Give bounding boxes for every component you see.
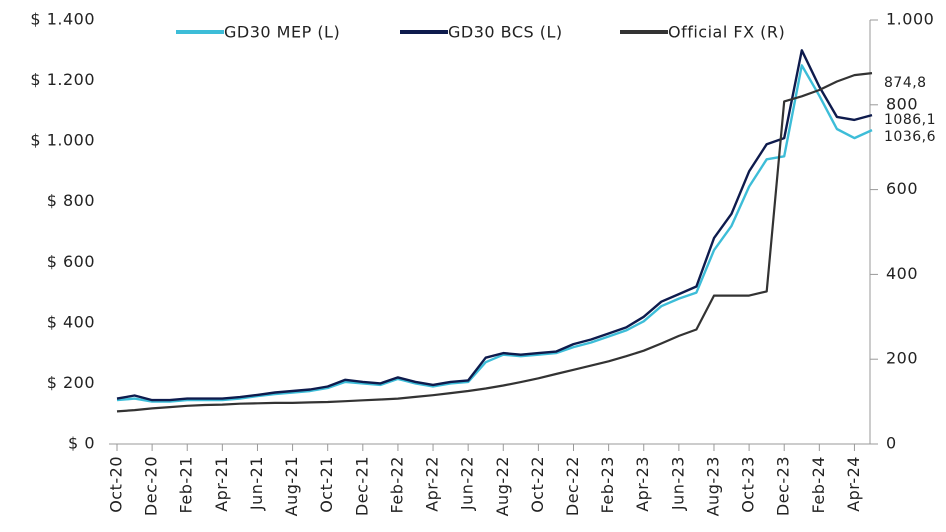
end-value-label: 1036,6 <box>884 129 936 145</box>
legend-label: Official FX (R) <box>668 23 785 42</box>
series-line <box>116 72 873 413</box>
x-tick-label: Feb-22 <box>387 456 406 513</box>
y-tick-label: $ 600 <box>47 252 95 271</box>
end-value-label: 874,8 <box>884 75 927 91</box>
x-tick-label: Oct-21 <box>317 456 336 513</box>
x-tick-label: Feb-24 <box>809 456 828 513</box>
x-tick-label: Feb-21 <box>177 456 196 513</box>
legend-label: GD30 BCS (L) <box>448 23 563 42</box>
y-tick-label: $ 1.200 <box>30 70 95 89</box>
x-tick-label: Aug-22 <box>493 456 512 516</box>
series-line <box>116 64 873 403</box>
x-tick-label: Feb-23 <box>598 456 617 513</box>
y-tick-label: $ 1.400 <box>30 10 95 29</box>
legend-label: GD30 MEP (L) <box>224 23 340 42</box>
x-tick-label: Oct-23 <box>739 456 758 513</box>
x-tick-label: Jun-23 <box>668 456 687 511</box>
y-tick-label: $ 400 <box>47 312 95 331</box>
y2-tick-label: 600 <box>886 179 918 198</box>
y-tick-label: $ 1.000 <box>30 131 95 150</box>
end-value-label: 1086,1 <box>884 112 936 128</box>
y-tick-label: $ 800 <box>47 191 95 210</box>
x-tick-label: Jun-22 <box>458 456 477 511</box>
x-tick-label: Aug-23 <box>703 456 722 516</box>
x-tick-label: Dec-22 <box>563 456 582 516</box>
x-tick-label: Jun-21 <box>247 456 266 511</box>
x-tick-label: Apr-24 <box>844 456 863 512</box>
x-tick-label: Aug-21 <box>282 456 301 516</box>
y2-tick-label: 800 <box>886 94 918 113</box>
x-tick-label: Oct-20 <box>107 456 126 513</box>
series-line <box>116 49 873 402</box>
y2-tick-label: 0 <box>886 434 897 453</box>
y2-tick-label: 1.000 <box>886 10 934 29</box>
y-tick-label: $ 200 <box>47 373 95 392</box>
x-tick-label: Apr-22 <box>423 456 442 512</box>
y2-tick-label: 200 <box>886 349 918 368</box>
x-tick-label: Dec-20 <box>142 456 161 516</box>
x-tick-label: Oct-22 <box>528 456 547 513</box>
y2-tick-label: 400 <box>886 264 918 283</box>
x-tick-label: Dec-21 <box>352 456 371 516</box>
x-tick-label: Apr-21 <box>212 456 231 512</box>
x-tick-label: Dec-23 <box>774 456 793 516</box>
y-tick-label: $ 0 <box>68 434 95 453</box>
x-tick-label: Apr-23 <box>633 456 652 512</box>
